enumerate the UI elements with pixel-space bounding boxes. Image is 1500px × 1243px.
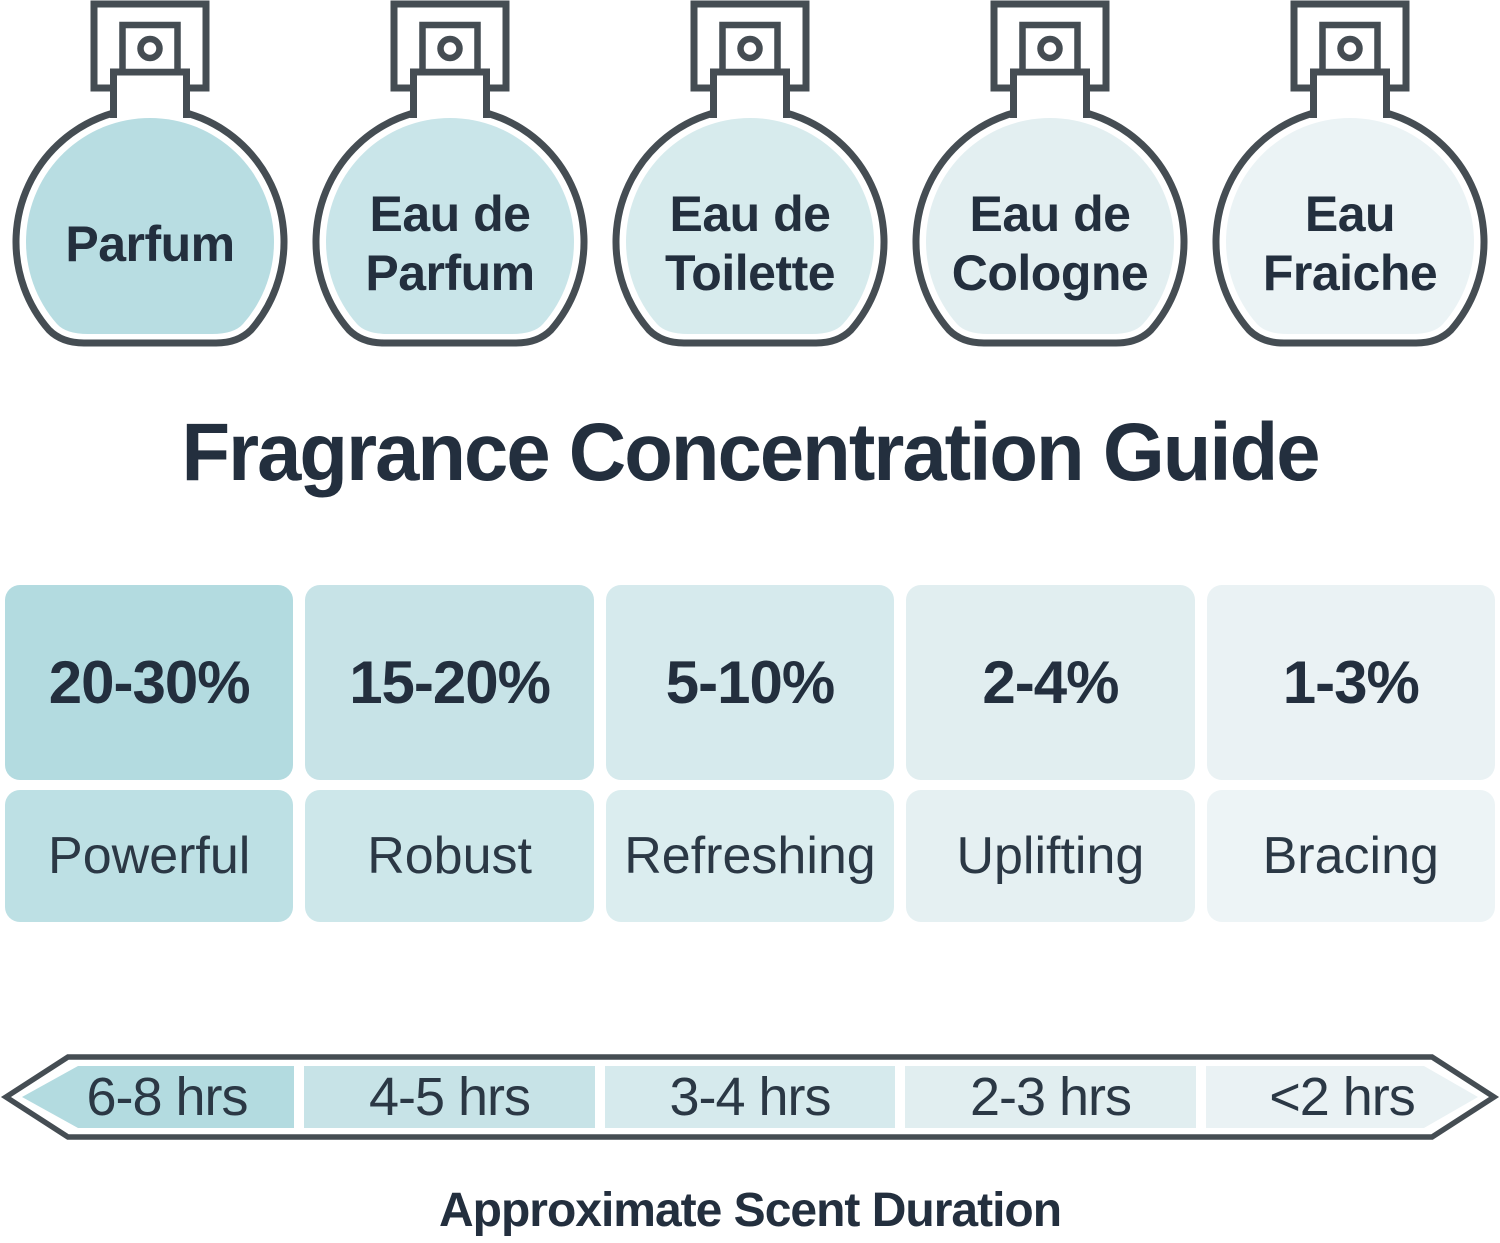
duration-label: <2 hrs bbox=[1269, 1067, 1416, 1127]
perfume-bottle-icon bbox=[1212, 0, 1488, 347]
bottle-label: Eau de Toilette bbox=[664, 186, 836, 301]
concentration-cell: 1-3% bbox=[1206, 585, 1495, 780]
bottle-eau-fraiche: Eau Fraiche bbox=[1200, 0, 1500, 352]
perfume-bottle-icon bbox=[912, 0, 1188, 347]
duration-arrow-icon bbox=[0, 1054, 1500, 1140]
footer-label: Approximate Scent Duration bbox=[438, 1184, 1062, 1237]
descriptor-cell: Refreshing bbox=[605, 790, 895, 922]
descriptor-cell: Powerful bbox=[5, 790, 294, 922]
bottle-label: Eau Fraiche bbox=[1262, 186, 1438, 301]
duration-ribbon bbox=[0, 1051, 1500, 1147]
concentration-cell: 2-4% bbox=[906, 585, 1195, 780]
duration-label: 6-8 hrs bbox=[86, 1067, 248, 1127]
bottle-eau-de-toilette: Eau de Toilette bbox=[600, 0, 900, 352]
duration-label: 4-5 hrs bbox=[368, 1067, 531, 1127]
concentration-cell: 15-20% bbox=[305, 585, 594, 780]
perfume-bottle-icon bbox=[12, 0, 288, 347]
concentration-cell: 20-30% bbox=[5, 585, 294, 780]
bottle-parfum: Parfum bbox=[0, 0, 300, 352]
bottle-label: Eau de Cologne bbox=[951, 186, 1149, 301]
bottles-row: Parfum Eau de Parfum bbox=[0, 0, 1500, 352]
perfume-bottle-icon bbox=[612, 0, 888, 347]
bottle-eau-de-parfum: Eau de Parfum bbox=[300, 0, 600, 352]
duration-label: 2-3 hrs bbox=[969, 1067, 1132, 1127]
concentration-cell: 5-10% bbox=[605, 585, 895, 780]
concentration-table: 20-30% 15-20% 5-10% 2-4% 1-3% Powerful R… bbox=[5, 585, 1495, 922]
descriptor-cell: Bracing bbox=[1206, 790, 1495, 922]
perfume-bottle-icon bbox=[312, 0, 588, 347]
page-title: Fragrance Concentration Guide bbox=[181, 407, 1320, 498]
bottle-label: Parfum bbox=[65, 215, 235, 272]
descriptor-cell: Robust bbox=[305, 790, 594, 922]
bottle-label: Eau de Parfum bbox=[365, 186, 535, 301]
descriptor-cell: Uplifting bbox=[906, 790, 1195, 922]
duration-label: 3-4 hrs bbox=[669, 1067, 831, 1127]
bottle-eau-de-cologne: Eau de Cologne bbox=[900, 0, 1200, 352]
